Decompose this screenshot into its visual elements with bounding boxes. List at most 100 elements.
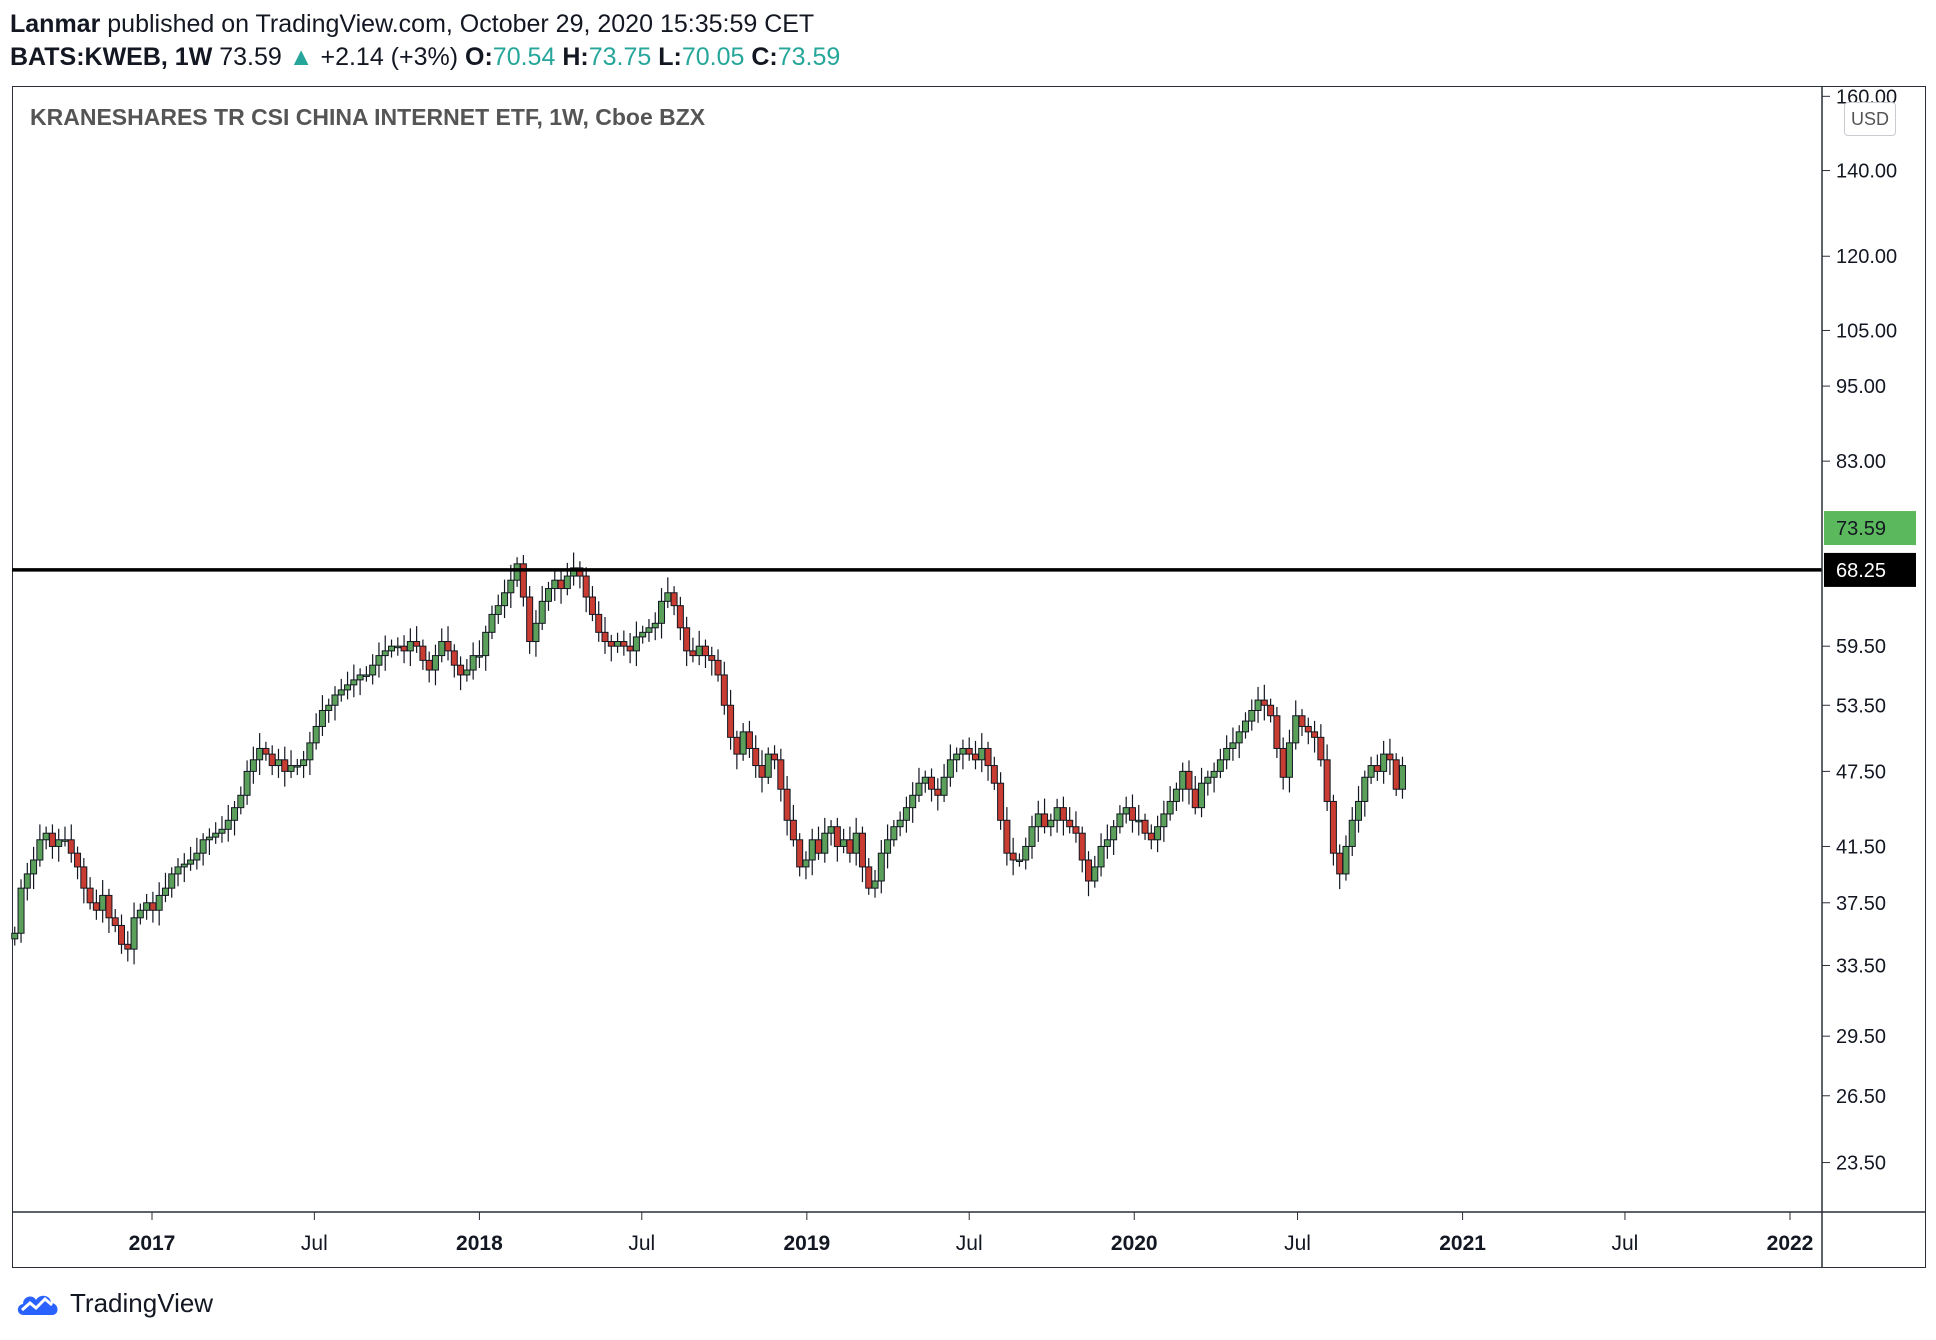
candle-body	[526, 596, 534, 643]
candle	[971, 740, 979, 770]
candle	[80, 858, 88, 904]
candle	[915, 767, 923, 803]
candle-body	[1373, 765, 1381, 772]
hline-price-badge-bg	[1824, 552, 1916, 587]
currency-button[interactable]: USD	[1844, 102, 1896, 136]
candle-body	[431, 655, 439, 671]
candle-body	[482, 631, 490, 657]
candle	[249, 746, 257, 784]
candle-body	[268, 753, 276, 767]
candle	[764, 747, 772, 784]
candle	[155, 882, 163, 926]
candle-body	[1210, 770, 1218, 778]
candle-body	[300, 759, 308, 767]
y-tick-label: 59.50	[1836, 636, 1886, 658]
candle-body	[218, 828, 226, 834]
y-tick-label: 105.00	[1836, 320, 1897, 342]
candle	[1116, 805, 1124, 834]
candle-body	[1059, 807, 1067, 821]
y-tick-label: 41.50	[1836, 836, 1886, 858]
candle	[1216, 748, 1224, 779]
candle-body	[620, 641, 628, 647]
candle-body	[1097, 845, 1105, 868]
candle-body	[714, 659, 722, 676]
candle-body	[928, 776, 936, 790]
close-value: 73.59	[777, 43, 841, 71]
candle-body	[488, 613, 496, 633]
candle	[431, 644, 439, 686]
candle-body	[1003, 819, 1011, 854]
candle	[293, 758, 301, 776]
candle-body	[708, 655, 716, 661]
candle-body	[921, 776, 929, 784]
candle-body	[614, 641, 622, 647]
candle-body	[639, 631, 647, 638]
candle-body	[758, 765, 766, 778]
candle	[1191, 776, 1199, 815]
candle	[745, 720, 753, 758]
candle	[180, 853, 188, 883]
candle-body	[959, 747, 967, 755]
candle	[1241, 712, 1249, 739]
candle	[444, 626, 452, 661]
candle-body	[1380, 753, 1388, 772]
candle	[1361, 770, 1369, 817]
candle	[482, 625, 490, 671]
author-name[interactable]: Lanmar	[10, 10, 101, 38]
candle-body	[632, 636, 640, 652]
candle	[369, 654, 377, 685]
candle-body	[1122, 807, 1130, 815]
chart-header: Lanmar published on TradingView.com, Oct…	[10, 8, 840, 74]
candle	[595, 601, 603, 642]
candle-body	[369, 664, 377, 676]
candle	[256, 733, 264, 776]
candle	[1386, 738, 1394, 776]
candle-body	[978, 747, 986, 761]
y-tick-label: 26.50	[1836, 1086, 1886, 1108]
candle-body	[475, 655, 483, 658]
candle-body	[1103, 839, 1111, 847]
candle-body	[852, 832, 860, 854]
candle-body	[1154, 826, 1162, 841]
candle-body	[1392, 759, 1400, 790]
candle	[86, 877, 94, 910]
x-tick-label: Jul	[1284, 1232, 1311, 1255]
candle	[532, 610, 540, 657]
chart-frame[interactable]	[12, 86, 1926, 1268]
candle	[965, 737, 973, 761]
candle-body	[1172, 788, 1180, 802]
candle	[494, 594, 502, 624]
candle-body	[350, 679, 358, 686]
candle	[1292, 700, 1300, 750]
candle	[61, 826, 69, 847]
candle-body	[1235, 731, 1243, 744]
candle	[1285, 729, 1293, 793]
candle-body	[1279, 747, 1287, 778]
footer-brand[interactable]: TradingView	[14, 1288, 213, 1319]
candle	[325, 698, 333, 723]
candle	[99, 880, 107, 923]
last-price: 73.59	[219, 43, 282, 71]
candle-body	[1248, 709, 1256, 722]
candle-body	[783, 788, 791, 821]
candle	[36, 824, 44, 867]
candle	[1015, 853, 1023, 867]
candle-body	[764, 753, 772, 778]
candle	[789, 804, 797, 847]
candle	[105, 888, 113, 934]
candle-body	[689, 650, 697, 657]
candle-body	[1267, 704, 1275, 717]
candle-body	[1216, 759, 1224, 772]
candle-body	[670, 592, 678, 607]
candle-body	[551, 579, 559, 590]
candle	[840, 828, 848, 854]
candle	[827, 820, 835, 846]
candle	[1154, 815, 1162, 853]
candle-body	[1386, 753, 1394, 761]
candle-body	[1348, 819, 1356, 847]
candle-body	[1179, 770, 1187, 790]
candle	[394, 637, 402, 656]
candle	[538, 585, 546, 631]
candle-body	[231, 807, 239, 821]
